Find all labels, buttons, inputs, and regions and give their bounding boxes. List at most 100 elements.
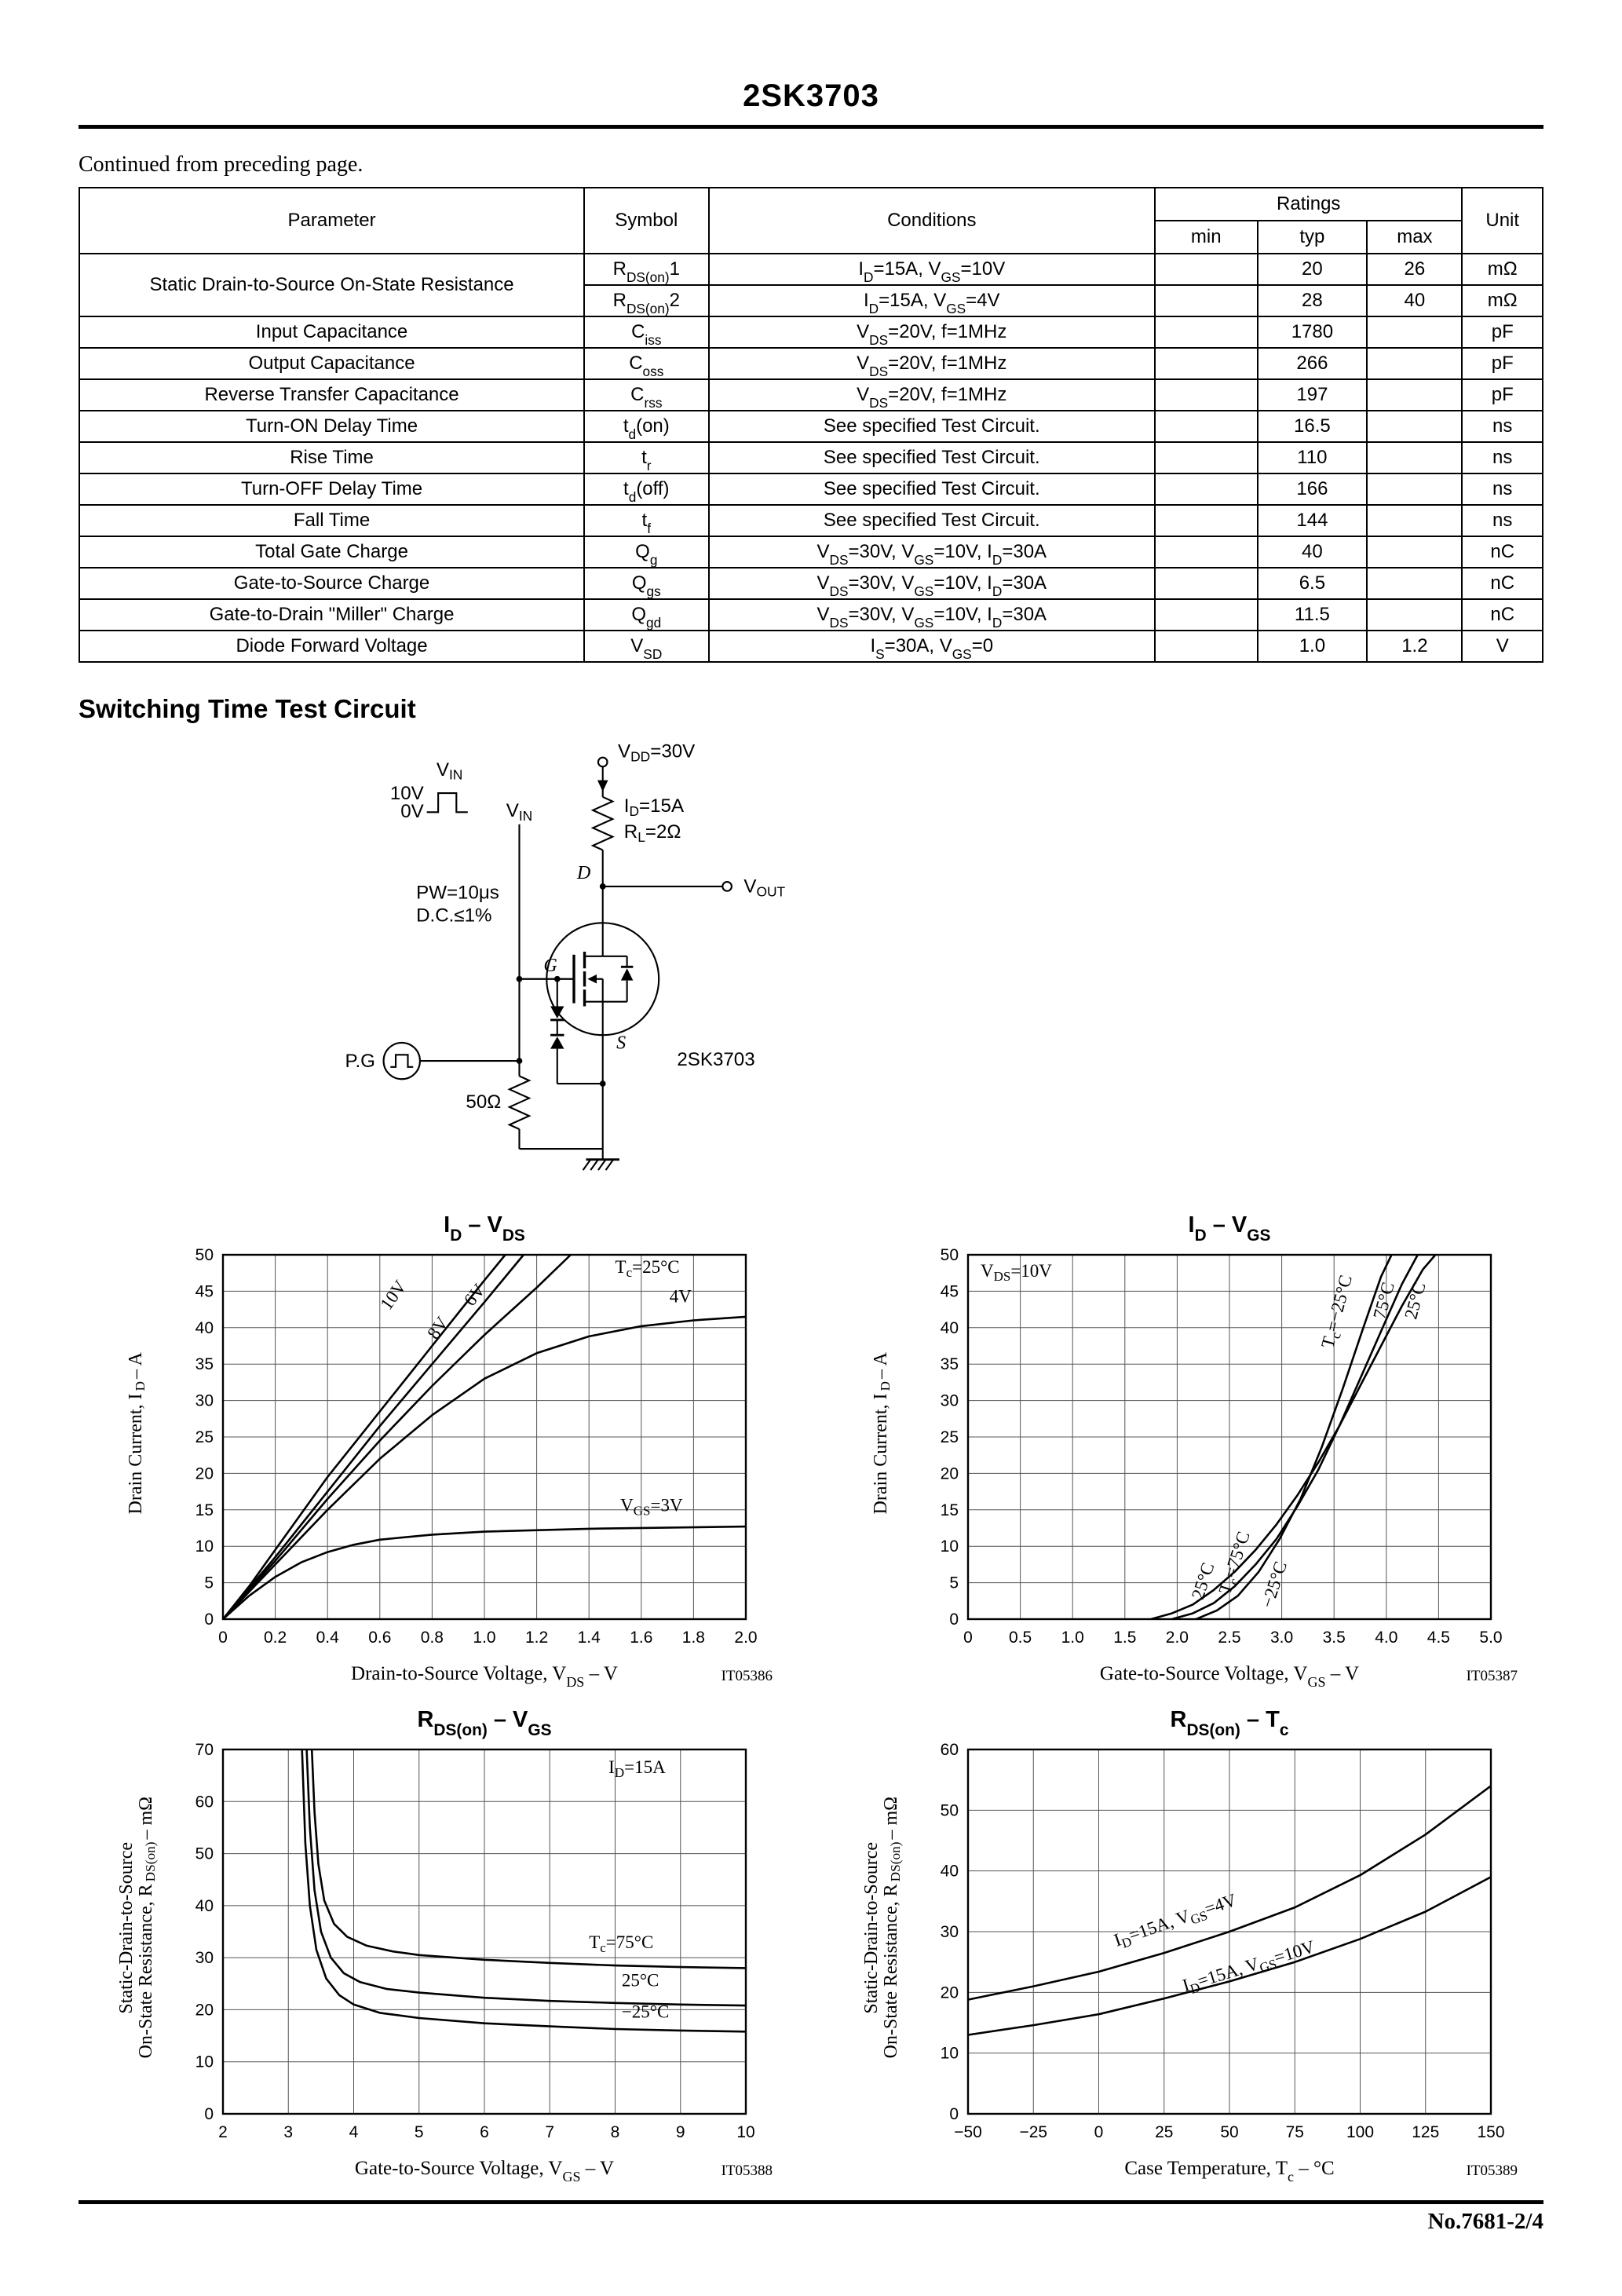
- circuit-label: RL=2Ω: [624, 821, 681, 845]
- max-cell: [1366, 441, 1463, 474]
- chart-annotation: Tc=25°C: [616, 1257, 680, 1280]
- y-axis-label-line: Static-Drain-to-Source: [115, 1841, 137, 2014]
- y-tick-label: 20: [195, 2001, 214, 2019]
- charts-grid: ID – VDS Drain Current, ID – A 0 0.2 0.4 0.…: [115, 1212, 1543, 2185]
- conditions-cell: VDS=30V, VGS=10V, ID=30A: [707, 598, 1156, 631]
- x-tick-label: 2.5: [1218, 1629, 1240, 1647]
- x-tick-label: 0.4: [316, 1629, 340, 1647]
- unit-cell: nC: [1461, 598, 1543, 631]
- x-tick-label: 5.0: [1479, 1629, 1502, 1647]
- typ-cell: 11.5: [1256, 598, 1368, 631]
- y-tick-label: 30: [941, 1923, 959, 1941]
- conditions-cell: VDS=20V, f=1MHz: [707, 378, 1156, 411]
- chart-annotation: ID=15A, VGS=10V: [1180, 1936, 1318, 1998]
- col-header-max: max: [1366, 220, 1463, 254]
- y-tick-label: 0: [204, 1610, 214, 1629]
- y-tick-label: 35: [195, 1355, 214, 1373]
- chart-title: RDS(on) – Tc: [1170, 1707, 1289, 1739]
- unit-cell: mΩ: [1461, 253, 1543, 286]
- circuit-label: D.C.≤1%: [416, 905, 491, 926]
- y-tick-label: 10: [941, 1537, 959, 1556]
- table-row: Gate-to-Drain "Miller" Charge Qgd VDS=30…: [78, 598, 1543, 631]
- y-tick-label: 50: [941, 1246, 959, 1264]
- unit-cell: pF: [1461, 378, 1543, 411]
- chart-title: ID – VDS: [444, 1212, 525, 1245]
- y-tick-label: 50: [195, 1845, 214, 1863]
- page-footer: No.7681-2/4: [79, 2200, 1543, 2235]
- x-tick-label: 1.0: [473, 1629, 495, 1647]
- x-tick-label: 0: [963, 1629, 973, 1647]
- circuit-label: ID=15A: [624, 795, 685, 819]
- chart-annotation: 25°C: [1188, 1560, 1218, 1602]
- y-axis-label: Drain Current, ID – A: [118, 1241, 155, 1663]
- typ-cell: 166: [1256, 473, 1368, 506]
- y-tick-label: 40: [941, 1863, 959, 1881]
- symbol-cell: tf: [583, 504, 710, 537]
- parameter-cell: Total Gate Charge: [78, 536, 586, 569]
- page-number: No.7681-2/4: [1427, 2209, 1543, 2234]
- table-row: RDS(on)2 ID=15A, VGS=4V 28 40 mΩ: [79, 284, 1543, 317]
- table-row: Rise Time tr See specified Test Circuit.…: [78, 441, 1543, 474]
- y-tick-label: 30: [195, 1949, 214, 1967]
- min-cell: [1154, 473, 1259, 506]
- conditions-cell: See specified Test Circuit.: [707, 410, 1156, 443]
- max-cell: [1366, 316, 1463, 349]
- y-tick-label: 50: [195, 1246, 214, 1264]
- unit-cell: mΩ: [1461, 284, 1543, 317]
- series-VGS-10V: [221, 1254, 506, 1620]
- table-row: Turn-ON Delay Time td(on) See specified …: [78, 410, 1543, 443]
- x-tick-label: 3.0: [1270, 1629, 1293, 1647]
- unit-cell: nC: [1461, 536, 1543, 569]
- col-header-ratings: Ratings: [1154, 187, 1463, 221]
- chart-title: ID – VGS: [1188, 1212, 1271, 1245]
- chart-annotation: 10V: [376, 1277, 410, 1314]
- col-header-parameter: Parameter: [78, 187, 586, 254]
- min-cell: [1154, 567, 1259, 600]
- max-cell: 26: [1366, 253, 1463, 286]
- figure-code: IT05389: [1466, 2163, 1518, 2179]
- x-tick-label: 0.5: [1009, 1629, 1032, 1647]
- typ-cell: 40: [1256, 536, 1368, 569]
- conditions-cell: VDS=20V, f=1MHz: [707, 316, 1156, 349]
- max-cell: [1366, 504, 1463, 537]
- chart-annotation: 8V: [423, 1313, 452, 1343]
- conditions-cell: See specified Test Circuit.: [707, 473, 1156, 506]
- table-row: Input Capacitance Ciss VDS=20V, f=1MHz 1…: [78, 316, 1543, 349]
- x-tick-label: 2.0: [1166, 1629, 1189, 1647]
- parameter-cell: Gate-to-Source Charge: [78, 567, 586, 600]
- unit-cell: ns: [1461, 473, 1543, 506]
- chart-annotation: ID=15A, VGS=4V: [1112, 1890, 1240, 1954]
- typ-cell: 6.5: [1256, 567, 1368, 600]
- chart-plot: 0 0.5 1.0 1.5 2.0 2.5 3.0 3.5 4.0 4.5 5.0 0 5 10 15 20 2…: [941, 1246, 1503, 1647]
- unit-cell: ns: [1461, 441, 1543, 474]
- circuit-label: P.G: [345, 1051, 375, 1072]
- chart-title: RDS(on) – VGS: [417, 1707, 552, 1739]
- typ-cell: 266: [1256, 347, 1368, 380]
- unit-cell: ns: [1461, 504, 1543, 537]
- table-row: Total Gate Charge Qg VDS=30V, VGS=10V, I…: [78, 536, 1543, 569]
- parameter-cell: Static Drain-to-Source On-State Resistan…: [78, 253, 586, 317]
- chart-annotation: VDS=10V: [981, 1261, 1052, 1284]
- series-ID-15A-VGS-4V: [967, 1785, 1492, 2001]
- y-tick-label: 15: [941, 1501, 959, 1519]
- symbol-cell: VSD: [583, 630, 710, 663]
- x-tick-label: 9: [676, 2123, 685, 2141]
- min-cell: [1154, 316, 1259, 349]
- unit-cell: V: [1461, 630, 1543, 663]
- min-cell: [1154, 536, 1259, 569]
- symbol-cell: Qgd: [583, 598, 710, 631]
- figure-code: IT05386: [721, 1668, 773, 1684]
- chart-plot: 0 0.2 0.4 0.6 0.8 1.0 1.2 1.4 1.6 1.8 2.0 0 5 10 15 20 2…: [195, 1246, 758, 1647]
- x-axis-label: Gate-to-Source Voltage, VGS – V: [354, 2158, 615, 2185]
- circuit-label: 2SK3703: [677, 1049, 754, 1070]
- y-axis-label-line: Drain Current, ID – A: [871, 1351, 893, 1515]
- chart-plot: −50 −25 0 25 50 75 100 125 150 0 10 20 30 40 50 60 ID=15…: [941, 1741, 1505, 2141]
- y-tick-label: 50: [941, 1801, 959, 1819]
- x-tick-label: 1.2: [525, 1629, 548, 1647]
- parameter-cell: Input Capacitance: [78, 316, 586, 349]
- typ-cell: 110: [1256, 441, 1368, 474]
- x-tick-label: 6: [480, 2123, 489, 2141]
- figure-code: IT05387: [1466, 1668, 1518, 1684]
- circuit-label: VDD=30V: [618, 741, 695, 765]
- circuit-label: D: [576, 862, 591, 883]
